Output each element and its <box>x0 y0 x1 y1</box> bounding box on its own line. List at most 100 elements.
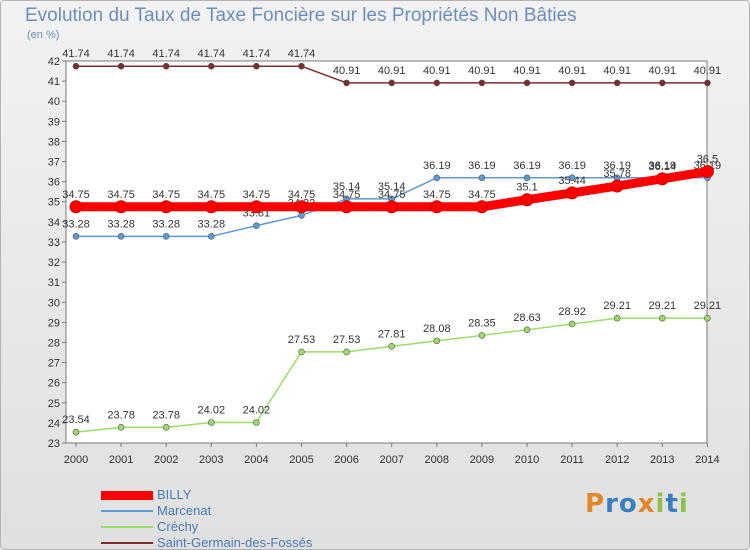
data-label-saint-germain-des-fosses: 40.91 <box>378 65 406 77</box>
legend-item-marcenat: Marcenat <box>101 503 312 519</box>
y-tick-label: 29 <box>48 317 60 329</box>
data-label-saint-germain-des-fosses: 41.74 <box>243 48 271 60</box>
data-point-saint-germain-des-fosses <box>162 62 170 70</box>
data-point-billy <box>249 200 263 214</box>
data-label-crechy: 23.78 <box>152 409 180 421</box>
y-tick-label: 23 <box>48 438 60 450</box>
data-point-crechy <box>388 342 396 350</box>
data-point-saint-germain-des-fosses <box>704 79 711 87</box>
proxiti-logo: Proxiti <box>585 489 689 519</box>
logo-letter: o <box>618 489 638 519</box>
data-label-billy: 34.75 <box>288 189 316 201</box>
data-point-marcenat <box>568 174 576 182</box>
data-label-crechy: 28.35 <box>468 317 496 329</box>
data-point-crechy <box>72 428 80 436</box>
data-point-crechy <box>162 424 170 431</box>
y-tick-label: 33 <box>48 237 60 249</box>
y-tick-label: 37 <box>48 157 60 169</box>
x-tick-label: 2002 <box>154 454 178 466</box>
data-label-saint-germain-des-fosses: 40.91 <box>603 65 631 77</box>
data-label-marcenat: 36.19 <box>468 160 496 172</box>
y-tick-label: 42 <box>48 56 60 68</box>
legend-item-crechy: Créchy <box>101 519 312 535</box>
x-tick-label: 2007 <box>379 454 403 466</box>
data-point-marcenat <box>162 233 170 240</box>
data-point-saint-germain-des-fosses <box>343 79 350 87</box>
data-label-saint-germain-des-fosses: 41.74 <box>198 48 226 60</box>
data-point-marcenat <box>298 212 305 219</box>
data-label-crechy: 23.54 <box>62 414 90 426</box>
data-label-marcenat: 33.28 <box>107 218 135 230</box>
data-point-billy <box>565 186 579 200</box>
data-label-crechy: 29.21 <box>694 300 722 312</box>
data-label-crechy: 23.78 <box>107 409 135 421</box>
logo-letter: i <box>678 489 689 519</box>
data-label-billy: 34.75 <box>468 189 496 201</box>
data-label-marcenat: 35.14 <box>333 181 361 193</box>
data-label-billy: 34.75 <box>333 189 361 201</box>
logo-letter: i <box>655 489 666 519</box>
plot-area <box>65 60 708 444</box>
data-point-billy <box>430 200 444 214</box>
data-point-billy <box>610 179 624 193</box>
data-label-billy: 34.75 <box>62 189 90 201</box>
data-label-billy: 36.5 <box>697 154 718 166</box>
data-label-marcenat: 35.14 <box>378 181 406 193</box>
data-point-crechy <box>523 326 531 334</box>
data-point-billy <box>114 200 128 214</box>
data-label-billy: 34.75 <box>378 189 406 201</box>
data-point-saint-germain-des-fosses <box>478 79 486 87</box>
data-label-billy: 34.75 <box>423 189 451 201</box>
legend: BILLY Marcenat Créchy Saint-Germain-des-… <box>101 487 313 550</box>
data-point-crechy <box>298 348 305 356</box>
data-label-crechy: 29.21 <box>649 300 677 312</box>
data-label-saint-germain-des-fosses: 40.91 <box>558 65 586 77</box>
data-point-crechy <box>208 419 215 426</box>
data-point-billy <box>655 172 669 186</box>
data-point-marcenat <box>523 174 531 182</box>
data-point-crechy <box>117 424 125 431</box>
y-tick-label: 28 <box>48 337 60 349</box>
data-point-crechy <box>613 314 621 322</box>
x-tick-label: 2010 <box>515 454 539 466</box>
data-point-crechy <box>478 332 486 339</box>
data-label-marcenat: 36.19 <box>423 160 451 172</box>
y-tick-label: 38 <box>48 136 60 148</box>
data-label-crechy: 28.92 <box>558 306 586 318</box>
data-label-billy: 36.14 <box>649 161 677 173</box>
data-point-crechy <box>433 337 441 345</box>
y-tick-label: 40 <box>48 96 60 108</box>
x-tick-label: 2008 <box>425 454 449 466</box>
legend-item-saint-germain: Saint-Germain-des-Fossés <box>101 535 313 550</box>
data-point-billy <box>204 200 218 214</box>
data-label-billy: 34.75 <box>198 189 226 201</box>
data-point-marcenat <box>478 174 486 182</box>
logo-letter: P <box>585 489 606 519</box>
data-label-crechy: 29.21 <box>603 300 631 312</box>
data-label-marcenat: 36.19 <box>603 160 631 172</box>
x-tick-label: 2012 <box>605 454 629 466</box>
data-point-marcenat <box>208 233 215 240</box>
data-label-marcenat: 36.19 <box>558 160 586 172</box>
data-label-saint-germain-des-fosses: 40.91 <box>513 65 541 77</box>
legend-label: Saint-Germain-des-Fossés <box>157 535 313 550</box>
data-label-marcenat: 36.19 <box>513 160 541 172</box>
data-label-billy: 34.75 <box>107 189 135 201</box>
data-point-saint-germain-des-fosses <box>433 79 441 87</box>
legend-swatch-crechy <box>101 526 153 528</box>
legend-label: Créchy <box>157 519 199 534</box>
data-point-marcenat <box>72 233 80 240</box>
data-label-billy: 34.75 <box>243 189 271 201</box>
x-tick-label: 2011 <box>560 454 584 466</box>
y-tick-label: 24 <box>48 418 60 430</box>
legend-item-billy: BILLY <box>101 487 312 503</box>
data-label-saint-germain-des-fosses: 41.74 <box>62 48 90 60</box>
data-label-marcenat: 33.28 <box>198 218 226 230</box>
data-point-marcenat <box>253 222 260 229</box>
data-label-billy: 35.78 <box>603 168 631 180</box>
y-tick-label: 36 <box>48 177 60 189</box>
data-point-billy <box>69 200 83 214</box>
logo-letter: r <box>605 489 619 519</box>
y-tick-label: 26 <box>48 378 60 390</box>
